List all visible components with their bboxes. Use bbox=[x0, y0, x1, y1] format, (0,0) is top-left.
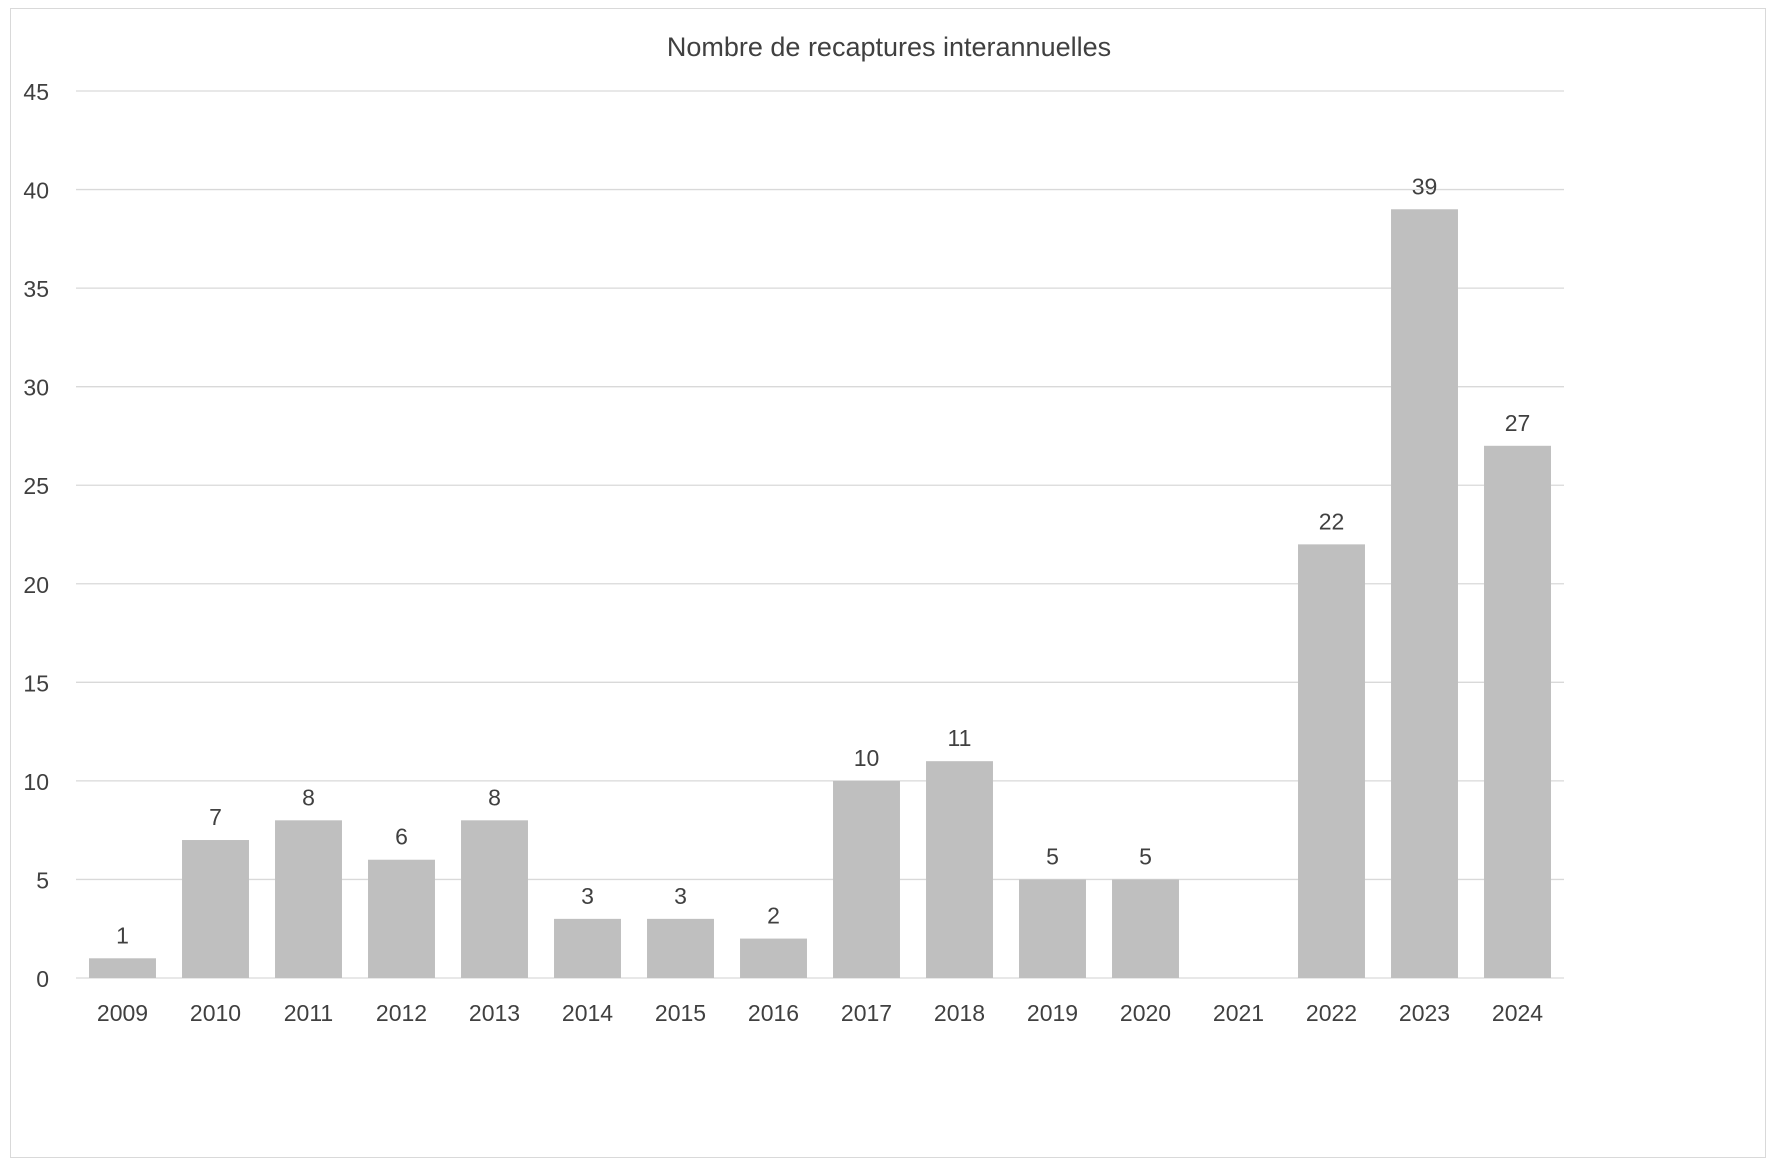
bar bbox=[1391, 209, 1458, 978]
y-tick-label: 5 bbox=[36, 867, 49, 893]
x-tick-label: 2023 bbox=[1399, 1000, 1450, 1026]
x-tick-label: 2013 bbox=[469, 1000, 520, 1026]
data-label: 11 bbox=[948, 725, 972, 751]
data-label: 7 bbox=[209, 804, 222, 830]
bar bbox=[1019, 879, 1086, 978]
data-label: 39 bbox=[1412, 173, 1438, 199]
bars bbox=[89, 209, 1551, 978]
y-tick-label: 0 bbox=[36, 966, 49, 992]
y-tick-label: 20 bbox=[23, 572, 49, 598]
bar bbox=[368, 859, 435, 978]
bar bbox=[275, 820, 342, 978]
chart-title: Nombre de recaptures interannuelles bbox=[667, 32, 1111, 62]
x-tick-label: 2010 bbox=[190, 1000, 241, 1026]
data-label: 8 bbox=[302, 784, 315, 810]
bar bbox=[461, 820, 528, 978]
x-tick-label: 2019 bbox=[1027, 1000, 1078, 1026]
data-label: 3 bbox=[674, 883, 687, 909]
bar bbox=[740, 938, 807, 978]
y-tick-label: 40 bbox=[23, 178, 49, 204]
data-label: 2 bbox=[767, 903, 780, 929]
x-tick-label: 2016 bbox=[748, 1000, 799, 1026]
bar bbox=[89, 958, 156, 978]
bar bbox=[647, 918, 714, 978]
chart-svg: Nombre de recaptures interannuelles 0510… bbox=[23, 32, 1564, 1026]
x-tick-label: 2015 bbox=[655, 1000, 706, 1026]
data-label: 5 bbox=[1046, 843, 1059, 869]
y-tick-label: 25 bbox=[23, 473, 49, 499]
data-label: 27 bbox=[1505, 410, 1531, 436]
data-label: 22 bbox=[1319, 508, 1345, 534]
bar bbox=[1112, 879, 1179, 978]
bar bbox=[182, 840, 249, 978]
bar bbox=[926, 761, 993, 978]
x-tick-label: 2020 bbox=[1120, 1000, 1171, 1026]
bar bbox=[1298, 544, 1365, 978]
data-label: 1 bbox=[116, 922, 129, 948]
bar bbox=[833, 780, 900, 978]
data-label: 5 bbox=[1139, 843, 1152, 869]
y-axis-ticks: 0 5 10 15 20 25 30 35 40 45 bbox=[23, 79, 49, 992]
y-tick-label: 10 bbox=[23, 769, 49, 795]
chart-frame: Nombre de recaptures interannuelles 0 5 10… bbox=[10, 8, 1766, 1158]
x-tick-label: 2011 bbox=[284, 1000, 333, 1026]
data-label: 3 bbox=[581, 883, 594, 909]
data-label: 6 bbox=[395, 824, 408, 850]
y-tick-label: 15 bbox=[23, 670, 49, 696]
y-tick-label: 45 bbox=[23, 79, 49, 105]
bar bbox=[554, 918, 621, 978]
data-labels: 1 7 8 6 8 3 3 2 10 11 5 5 22 39 27 bbox=[116, 173, 1530, 948]
bar bbox=[1484, 445, 1551, 978]
y-tick-label: 35 bbox=[23, 276, 49, 302]
x-axis-ticks: 2009 2010 2011 2012 2013 2014 2015 2016 2017 2018… bbox=[97, 1000, 1543, 1026]
x-tick-label: 2024 bbox=[1492, 1000, 1543, 1026]
x-tick-label: 2009 bbox=[97, 1000, 148, 1026]
x-tick-label: 2018 bbox=[934, 1000, 985, 1026]
y-tick-label: 30 bbox=[23, 375, 49, 401]
data-label: 8 bbox=[488, 784, 501, 810]
x-tick-label: 2012 bbox=[376, 1000, 427, 1026]
x-tick-label: 2021 bbox=[1213, 1000, 1264, 1026]
x-tick-label: 2014 bbox=[562, 1000, 613, 1026]
x-tick-label: 2017 bbox=[841, 1000, 892, 1026]
x-tick-label: 2022 bbox=[1306, 1000, 1357, 1026]
data-label: 10 bbox=[854, 745, 880, 771]
